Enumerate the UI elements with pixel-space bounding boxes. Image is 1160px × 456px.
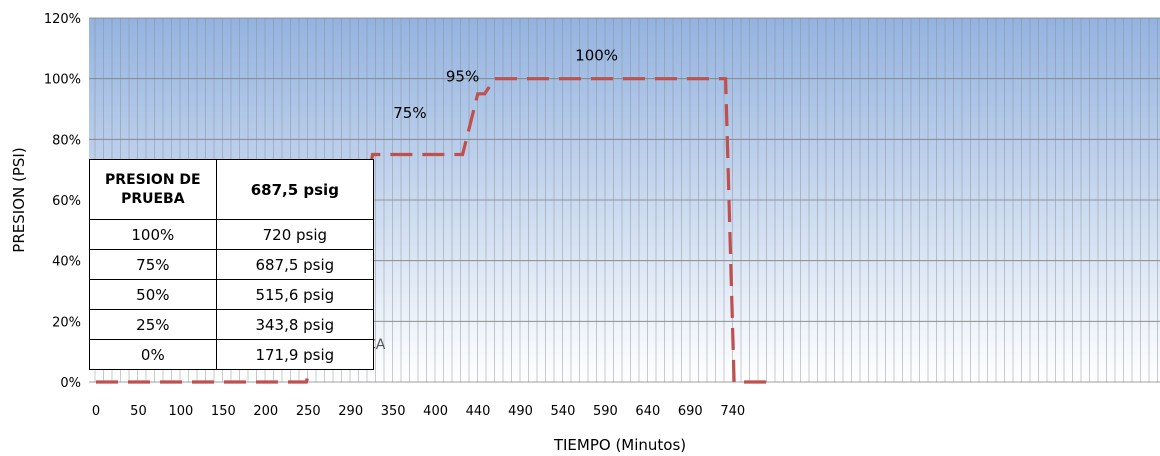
annotation-label: 95% (446, 68, 479, 86)
x-tick-label: 0 (92, 404, 100, 419)
x-tick-label: 540 (551, 404, 576, 419)
x-axis-title: TIEMPO (Minutos) (553, 436, 686, 454)
table-cell-percent: 75% (89, 249, 217, 280)
x-tick-label: 740 (720, 404, 745, 419)
y-axis-ticks: 0% 20% 40% 60% 80% 100% 120% (44, 12, 81, 391)
table-header-row: PRESION DE PRUEBA 687,5 psig (89, 159, 375, 220)
table-cell-pressure: 171,9 psig (215, 339, 375, 370)
y-tick-label: 20% (52, 315, 81, 330)
y-tick-label: 40% (52, 255, 81, 270)
y-tick-label: 120% (44, 12, 81, 27)
x-tick-label: 150 (211, 404, 236, 419)
x-tick-label: 640 (635, 404, 660, 419)
x-axis-ticks: 0 50 100 150 200 250 290 350 400 440 490 540 590 640 6… (92, 404, 745, 419)
table-cell-pressure: 343,8 psig (215, 309, 375, 340)
table-cell-percent: 0% (89, 339, 217, 370)
y-tick-label: 80% (52, 133, 81, 148)
table-row: 25% 343,8 psig (89, 309, 375, 340)
table-cell-percent: 100% (89, 219, 217, 250)
x-tick-label: 440 (466, 404, 491, 419)
pressure-table: PRESION DE PRUEBA 687,5 psig 100% 720 ps… (89, 159, 375, 370)
x-tick-label: 590 (593, 404, 618, 419)
x-tick-label: 100 (168, 404, 193, 419)
table-cell-pressure: 720 psig (215, 219, 375, 250)
table-row: 100% 720 psig (89, 219, 375, 250)
table-row: 50% 515,6 psig (89, 279, 375, 310)
table-cell-pressure: 687,5 psig (215, 249, 375, 280)
table-row: 0% 171,9 psig (89, 339, 375, 370)
table-header-value: 687,5 psig (215, 159, 375, 220)
x-tick-label: 200 (253, 404, 278, 419)
x-tick-label: 490 (508, 404, 533, 419)
y-tick-label: 0% (60, 376, 81, 391)
table-cell-percent: 25% (89, 309, 217, 340)
y-tick-label: 100% (44, 73, 81, 88)
x-tick-label: 250 (296, 404, 321, 419)
x-tick-label: 690 (678, 404, 703, 419)
x-tick-label: 350 (381, 404, 406, 419)
annotation-label: 75% (393, 104, 426, 122)
table-cell-pressure: 515,6 psig (215, 279, 375, 310)
y-axis-title: PRESION (PSI) (10, 147, 28, 252)
y-tick-label: 60% (52, 194, 81, 209)
annotation-label: 100% (575, 46, 618, 64)
x-tick-label: 50 (130, 404, 147, 419)
table-header-label: PRESION DE PRUEBA (89, 159, 217, 220)
x-tick-label: 290 (338, 404, 363, 419)
x-tick-label: 400 (423, 404, 448, 419)
table-cell-percent: 50% (89, 279, 217, 310)
table-row: 75% 687,5 psig (89, 249, 375, 280)
